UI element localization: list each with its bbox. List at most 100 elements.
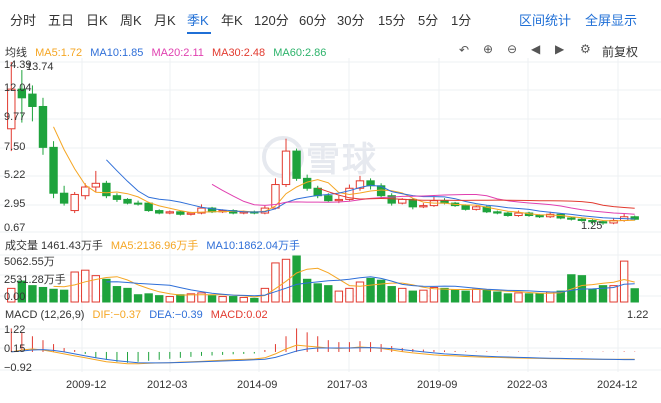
- candle: [28, 93, 37, 107]
- tab-five-day[interactable]: 五日: [48, 13, 75, 28]
- candle: [133, 202, 143, 205]
- volume-bar: [482, 289, 491, 303]
- watermark-text: 雪球: [306, 141, 378, 179]
- volume-bar: [493, 291, 502, 303]
- macd-dea: DEA:−0.39: [149, 309, 203, 321]
- volume-bar: [313, 283, 322, 303]
- ma20-line: [211, 183, 635, 215]
- tab-15min[interactable]: 15分: [378, 13, 406, 28]
- candle: [514, 212, 523, 217]
- candle: [165, 211, 174, 214]
- volume-bar: [292, 255, 301, 303]
- candle: [398, 198, 407, 204]
- volume-bar: [588, 288, 597, 303]
- candle: [535, 215, 544, 218]
- tab-60min[interactable]: 60分: [299, 13, 327, 28]
- volume-bar: [17, 280, 27, 303]
- volume-bar: [102, 278, 111, 303]
- volume-ma10-line: [106, 276, 635, 297]
- volume-axis-max: 5062.55万: [4, 256, 55, 268]
- volume-bar: [112, 286, 122, 303]
- candle: [567, 217, 576, 220]
- tab-quarter-k[interactable]: 季K: [187, 13, 209, 28]
- volume-bar: [81, 269, 90, 303]
- volume-bar: [440, 287, 449, 303]
- volume-bar: [598, 285, 608, 303]
- candle: [334, 198, 344, 202]
- volume-bar: [197, 292, 206, 303]
- macd-dif: DIF:−0.37: [92, 309, 142, 321]
- zoom-out-icon[interactable]: ⊖: [507, 42, 518, 56]
- range-stats-link[interactable]: 区间统计: [519, 13, 572, 28]
- candle: [91, 182, 101, 188]
- low-price-marker: 1.25: [581, 220, 603, 232]
- candle: [493, 211, 502, 214]
- time-axis-label-5: 2019-09: [417, 379, 458, 391]
- scroll-right-icon[interactable]: ▶: [555, 42, 565, 56]
- volume-bar: [334, 290, 344, 303]
- scroll-left-icon[interactable]: ◀: [531, 42, 541, 56]
- candle: [577, 218, 587, 221]
- candle: [7, 88, 16, 130]
- volume-bar: [556, 290, 565, 303]
- volume-bar: [567, 274, 576, 303]
- ma60-value: MA60:2.86: [273, 47, 327, 59]
- time-axis-label-4: 2017-03: [327, 379, 368, 391]
- volume-bar: [472, 288, 481, 303]
- volume-bar: [155, 295, 164, 303]
- volume-title: 成交量 1461.43万手: [5, 240, 103, 252]
- volume-bar: [250, 297, 259, 303]
- zoom-in-icon[interactable]: ⊕: [483, 42, 494, 56]
- tab-1min[interactable]: 1分: [451, 13, 472, 28]
- volume-bar: [619, 260, 629, 303]
- candle: [609, 219, 618, 224]
- candle: [38, 105, 48, 148]
- time-axis-label-7: 2024-12: [597, 379, 638, 391]
- macd-axis-right-max: 1.22: [627, 309, 649, 321]
- candle: [598, 221, 608, 224]
- volume-ma5: MA5:2136.96万手: [110, 240, 199, 252]
- tab-year-k[interactable]: 年K: [221, 13, 243, 28]
- undo-icon[interactable]: ↶: [459, 43, 470, 57]
- tab-day-k[interactable]: 日K: [86, 13, 108, 28]
- macd-axis-mid: 0.15: [4, 343, 26, 355]
- candle: [17, 88, 27, 99]
- volume-bar: [419, 289, 428, 303]
- tab-month-k[interactable]: 月K: [154, 13, 176, 28]
- adjust-mode-label[interactable]: 前复权: [602, 45, 639, 59]
- volume-bar: [59, 289, 69, 303]
- volume-bar: [524, 293, 534, 303]
- tab-30min[interactable]: 30分: [337, 13, 365, 28]
- dea-line: [11, 347, 635, 364]
- volume-bar: [366, 277, 375, 303]
- tab-week-k[interactable]: 周K: [120, 13, 142, 28]
- fullscreen-link[interactable]: 全屏显示: [585, 13, 638, 28]
- macd-axis-min: −0.92: [4, 362, 32, 374]
- volume-bar: [503, 293, 513, 303]
- volume-bar: [630, 288, 639, 303]
- volume-bar: [302, 278, 312, 303]
- ma5-value: MA5:1.72: [35, 47, 83, 59]
- tab-fenshi[interactable]: 分时: [10, 13, 37, 28]
- time-axis-label-2: 2012-03: [147, 379, 188, 391]
- candle: [70, 193, 79, 212]
- volume-bar: [408, 290, 418, 303]
- volume-bar: [176, 294, 185, 303]
- tab-5min[interactable]: 5分: [418, 13, 439, 28]
- candle: [49, 146, 58, 194]
- volume-ma5-line: [53, 267, 635, 298]
- tab-120min[interactable]: 120分: [254, 13, 289, 28]
- macd-legend: MACD (12,26,9) DIF:−0.37 DEA:−0.39 MACD:…: [5, 309, 273, 321]
- ma30-value: MA30:2.48: [211, 47, 266, 59]
- candle: [102, 182, 111, 197]
- candle: [355, 180, 365, 189]
- candle: [588, 219, 597, 223]
- price-axis-max2: 13.74: [26, 61, 54, 73]
- settings-icon[interactable]: ⚙: [580, 42, 591, 56]
- price-axis-tick-5: 2.95: [4, 198, 26, 210]
- volume-bar: [376, 279, 386, 303]
- volume-legend: 成交量 1461.43万手 MA5:2136.96万手 MA10:1862.04…: [5, 237, 305, 253]
- candle: [292, 150, 301, 179]
- volume-bar: [450, 289, 460, 303]
